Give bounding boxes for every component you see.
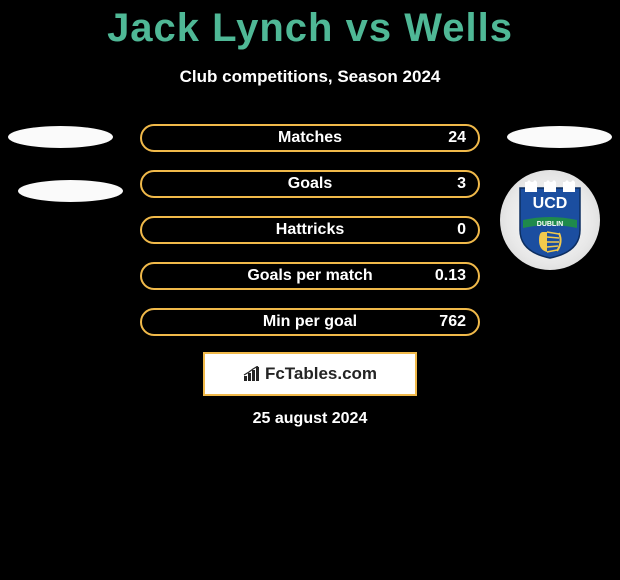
stat-row-goals: Goals 3: [140, 170, 480, 198]
branding-label: FcTables.com: [265, 364, 377, 384]
stat-label: Goals per match: [247, 267, 372, 285]
decorative-ellipse-right: [507, 126, 612, 148]
crest-text-ucd: UCD: [533, 195, 568, 212]
stat-value: 0.13: [435, 267, 466, 285]
stat-label: Goals: [288, 175, 332, 193]
stats-list: Matches 24 Goals 3 Hattricks 0 Goals per…: [140, 124, 480, 354]
stat-row-gpm: Goals per match 0.13: [140, 262, 480, 290]
stat-label: Matches: [278, 129, 342, 147]
stat-value: 3: [457, 175, 466, 193]
stat-label: Min per goal: [263, 313, 357, 331]
stat-value: 0: [457, 221, 466, 239]
stat-row-hattricks: Hattricks 0: [140, 216, 480, 244]
page-title: Jack Lynch vs Wells: [0, 0, 620, 51]
stat-value: 762: [439, 313, 466, 331]
stat-row-mpg: Min per goal 762: [140, 308, 480, 336]
stat-value: 24: [448, 129, 466, 147]
ucd-crest-icon: UCD DUBLIN: [515, 180, 585, 260]
decorative-ellipse-left-2: [18, 180, 123, 202]
stat-row-matches: Matches 24: [140, 124, 480, 152]
branding-box: FcTables.com: [203, 352, 417, 396]
decorative-ellipse-left-1: [8, 126, 113, 148]
crest-text-dublin: DUBLIN: [537, 221, 563, 228]
page-subtitle: Club competitions, Season 2024: [0, 67, 620, 87]
club-crest: UCD DUBLIN: [500, 170, 600, 270]
footer-date: 25 august 2024: [0, 410, 620, 428]
stat-label: Hattricks: [276, 221, 344, 239]
bar-chart-icon: [243, 366, 261, 382]
crest-circle: UCD DUBLIN: [500, 170, 600, 270]
